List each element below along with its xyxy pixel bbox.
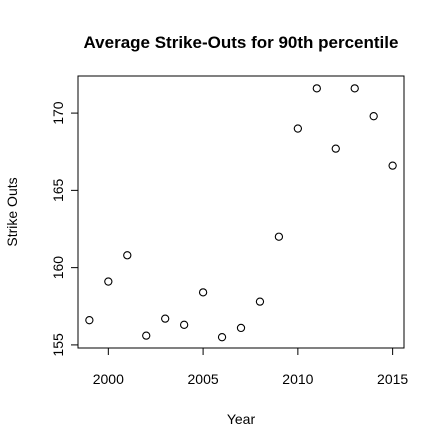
y-axis-label: Strike Outs [4,177,20,246]
x-tick-label: 2000 [93,371,124,387]
x-axis-label: Year [227,411,256,427]
plot-frame [77,75,405,349]
chart-title: Average Strike-Outs for 90th percentile [84,33,399,52]
data-points [85,84,397,342]
data-point [85,316,94,325]
y-tick-label: 155 [50,333,66,357]
y-tick-label: 160 [50,256,66,280]
x-tick-label: 2010 [282,371,313,387]
data-point [198,288,208,297]
x-tick-label: 2015 [377,371,408,387]
data-point [331,144,340,153]
data-point [312,84,321,93]
y-tick-label: 170 [50,101,66,125]
data-point [369,112,378,121]
data-point [388,161,397,170]
data-point [350,84,359,93]
data-point [179,320,189,329]
y-axis: 155 160 165 170 [50,101,79,357]
y-tick-label: 165 [50,178,66,202]
data-point [255,297,265,306]
data-point [236,323,246,333]
data-point [142,331,151,340]
data-point [217,333,227,342]
x-axis: 2000 2005 2010 2015 [93,347,408,387]
data-point [104,277,113,286]
data-point [274,232,284,241]
x-tick-label: 2005 [188,371,219,387]
data-point [293,124,303,133]
data-point [123,251,132,260]
data-point [161,314,170,323]
